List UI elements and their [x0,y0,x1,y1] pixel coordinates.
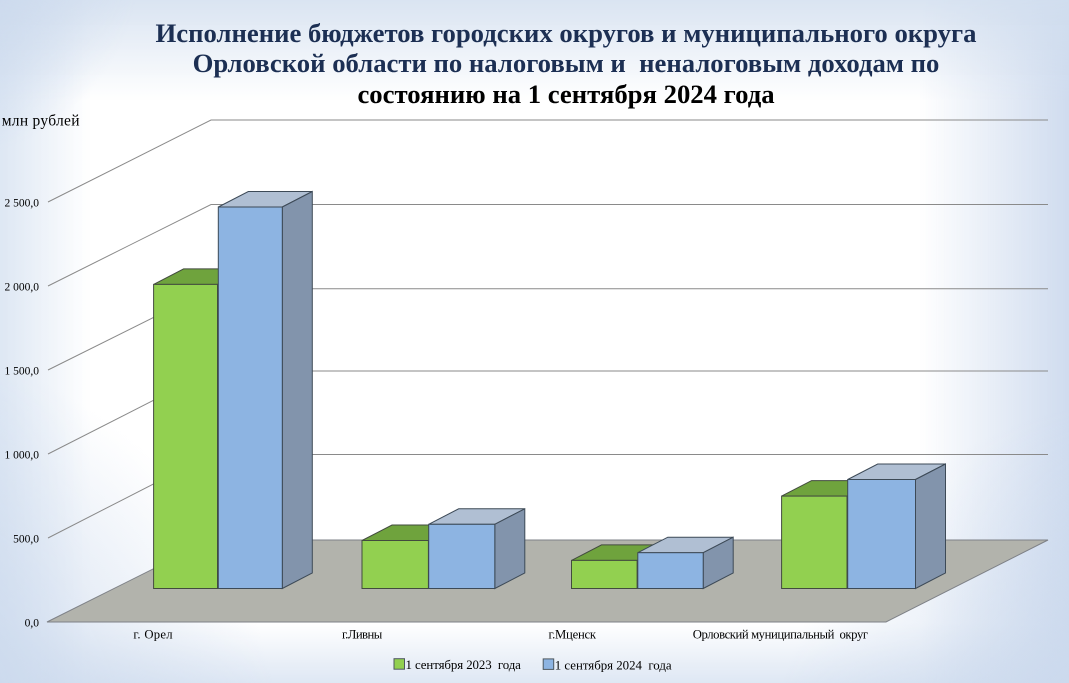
svg-text:г.Мценск: г.Мценск [549,627,597,641]
svg-text:1 сентября 2023 года: 1 сентября 2023 года [406,658,522,672]
svg-text:1 500,0: 1 500,0 [5,365,40,377]
svg-text:0,0: 0,0 [25,617,40,629]
svg-text:2 000,0: 2 000,0 [5,281,40,293]
svg-text:2 500,0: 2 500,0 [5,197,40,209]
svg-text:г.Ливны: г.Ливны [342,627,383,641]
svg-text:500,0: 500,0 [13,533,39,545]
svg-text:1 сентября 2024 года: 1 сентября 2024 года [555,658,672,672]
svg-text:млн рублей: млн рублей [2,113,80,130]
svg-text:1 000,0: 1 000,0 [5,449,40,461]
svg-text:г. Орел: г. Орел [133,627,173,641]
svg-text:Орловский муниципальный округ: Орловский муниципальный округ [693,627,868,641]
